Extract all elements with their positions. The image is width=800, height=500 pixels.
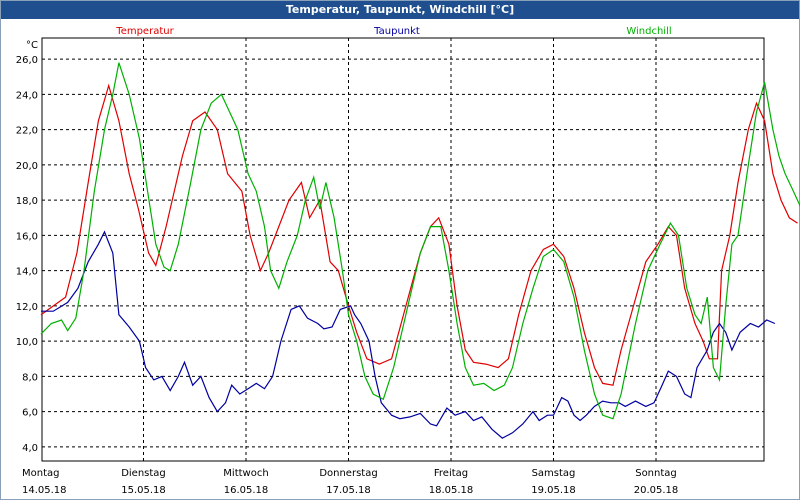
y-axis-unit: °C bbox=[26, 40, 38, 51]
series-lines bbox=[40, 62, 800, 439]
y-tick-label: 12,0 bbox=[16, 302, 38, 313]
x-tick-date: 20.05.18 bbox=[634, 485, 679, 496]
x-tick-date: 14.05.18 bbox=[22, 485, 67, 496]
x-tick-weekday: Mittwoch bbox=[223, 468, 268, 479]
y-tick-label: 4,0 bbox=[22, 443, 38, 454]
legend-entry-temperatur: Temperatur bbox=[115, 26, 174, 37]
x-tick-date: 18.05.18 bbox=[429, 485, 474, 496]
y-tick-label: 6,0 bbox=[22, 408, 38, 419]
x-tick-weekday: Sonntag bbox=[635, 468, 677, 479]
grid bbox=[42, 38, 764, 461]
x-tick-weekday: Samstag bbox=[532, 468, 576, 479]
y-axis-ticks: 4,0 6,0 8,0 10,0 12,0 14,0 16,0 18,0 20,0 22,0 24,… bbox=[16, 55, 38, 454]
y-tick-label: 14,0 bbox=[16, 267, 38, 278]
x-tick-date: 15.05.18 bbox=[121, 485, 166, 496]
legend: Temperatur Taupunkt Windchill bbox=[115, 26, 671, 37]
chart-title: Temperatur, Taupunkt, Windchill [°C] bbox=[1, 1, 799, 19]
x-tick-weekday: Dienstag bbox=[121, 468, 166, 479]
y-tick-label: 16,0 bbox=[16, 231, 38, 242]
y-tick-label: 18,0 bbox=[16, 196, 38, 207]
series-line-taupunkt bbox=[41, 230, 776, 439]
x-tick-weekday: Donnerstag bbox=[319, 468, 377, 479]
legend-entry-windchill: Windchill bbox=[626, 26, 671, 37]
plot-area bbox=[41, 37, 765, 462]
x-tick-weekday: Montag bbox=[22, 468, 59, 479]
x-tick-date: 16.05.18 bbox=[224, 485, 269, 496]
y-tick-label: 8,0 bbox=[22, 372, 38, 383]
series-line-windchill bbox=[40, 62, 800, 420]
y-tick-label: 20,0 bbox=[16, 161, 38, 172]
legend-entry-taupunkt: Taupunkt bbox=[373, 26, 420, 37]
y-tick-label: 24,0 bbox=[16, 90, 38, 101]
y-tick-label: 26,0 bbox=[16, 55, 38, 66]
y-tick-label: 10,0 bbox=[16, 337, 38, 348]
x-tick-weekday: Freitag bbox=[434, 468, 468, 479]
x-tick-date: 19.05.18 bbox=[531, 485, 576, 496]
x-axis-ticks: Montag 14.05.18 Dienstag 15.05.18 Mittwoch 16… bbox=[22, 468, 678, 496]
y-tick-label: 22,0 bbox=[16, 126, 38, 137]
series-line-temperatur bbox=[40, 83, 798, 386]
x-tick-date: 17.05.18 bbox=[326, 485, 371, 496]
